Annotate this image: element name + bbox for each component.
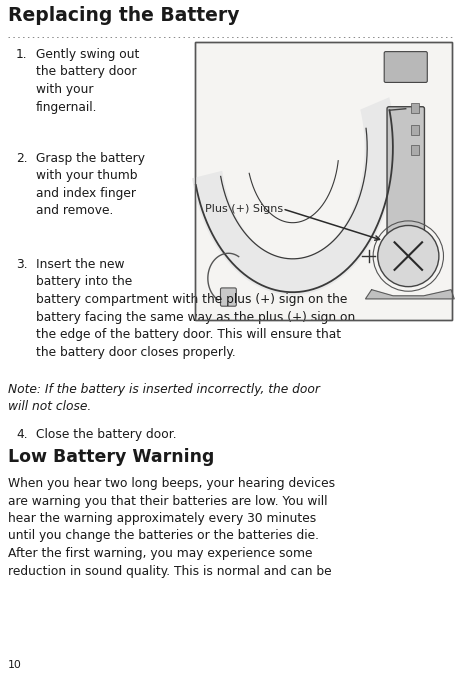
- Bar: [195, 42, 451, 320]
- FancyBboxPatch shape: [386, 107, 424, 278]
- Text: Grasp the battery
with your thumb
and index finger
and remove.: Grasp the battery with your thumb and in…: [36, 152, 145, 217]
- Circle shape: [377, 225, 438, 287]
- Text: Gently swing out
the battery door
with your
fingernail.: Gently swing out the battery door with y…: [36, 48, 139, 113]
- Text: Replacing the Battery: Replacing the Battery: [8, 6, 239, 25]
- Text: Low Battery Warning: Low Battery Warning: [8, 448, 214, 466]
- Text: Insert the new
battery into the: Insert the new battery into the: [36, 258, 132, 289]
- Text: 1.: 1.: [16, 48, 28, 61]
- Bar: [410, 126, 418, 135]
- FancyBboxPatch shape: [383, 52, 426, 82]
- Text: Plus (+) Signs: Plus (+) Signs: [205, 204, 283, 214]
- Text: When you hear two long beeps, your hearing devices
are warning you that their ba: When you hear two long beeps, your heari…: [8, 477, 335, 578]
- Bar: [195, 42, 451, 320]
- Text: 3.: 3.: [16, 258, 28, 271]
- Polygon shape: [365, 290, 453, 299]
- Bar: [410, 145, 418, 155]
- Text: 2.: 2.: [16, 152, 28, 165]
- Text: 10: 10: [8, 660, 22, 670]
- Polygon shape: [192, 97, 395, 295]
- Bar: [410, 103, 418, 113]
- Text: Close the battery door.: Close the battery door.: [36, 428, 176, 441]
- Text: battery compartment with the plus (+) sign on the
battery facing the same way as: battery compartment with the plus (+) si…: [36, 293, 354, 359]
- Text: 4.: 4.: [16, 428, 28, 441]
- Text: Note: If the battery is inserted incorrectly, the door
will not close.: Note: If the battery is inserted incorre…: [8, 383, 319, 414]
- FancyBboxPatch shape: [220, 288, 236, 306]
